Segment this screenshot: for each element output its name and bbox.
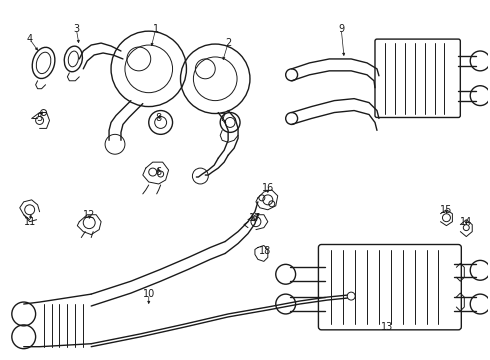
Text: 12: 12 xyxy=(83,210,96,220)
Text: 6: 6 xyxy=(156,167,162,177)
Text: 2: 2 xyxy=(225,38,231,48)
Text: 4: 4 xyxy=(26,34,33,44)
Text: 15: 15 xyxy=(440,205,453,215)
Text: 10: 10 xyxy=(143,289,155,299)
Text: 16: 16 xyxy=(262,183,274,193)
Text: 13: 13 xyxy=(381,322,393,332)
Text: 5: 5 xyxy=(36,113,43,123)
Text: 9: 9 xyxy=(338,24,344,34)
Text: 1: 1 xyxy=(152,24,159,34)
Text: 3: 3 xyxy=(73,24,79,34)
Text: 8: 8 xyxy=(156,113,162,123)
Text: 18: 18 xyxy=(259,247,271,256)
Text: 11: 11 xyxy=(24,217,36,227)
Text: 7: 7 xyxy=(219,113,225,123)
Text: 14: 14 xyxy=(460,217,472,227)
Text: 17: 17 xyxy=(249,213,261,223)
